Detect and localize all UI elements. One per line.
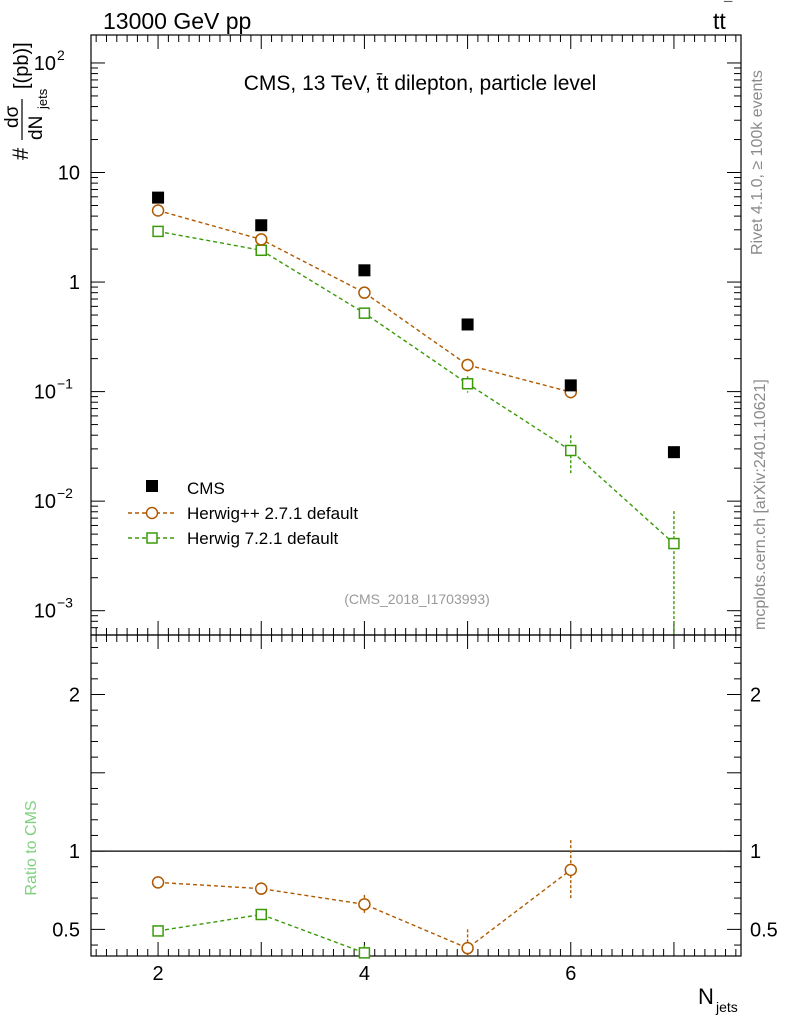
legend-marker-herwigpp [145, 506, 159, 520]
data-point [358, 264, 371, 277]
data-point [254, 233, 268, 246]
header-right-bar: ¯ [723, 0, 733, 16]
ratio-series-layer [151, 840, 578, 959]
x-axis-label-sub: jets [715, 999, 738, 1015]
ratio-data-point [255, 908, 267, 921]
side-label-rivet: Rivet 4.1.0, ≥ 100k events [749, 70, 766, 255]
ylabel-denominator-sub: jets [35, 88, 50, 110]
data-point [461, 318, 474, 331]
ratio-data-point [152, 925, 164, 937]
data-point [461, 358, 474, 372]
data-point [255, 244, 267, 257]
ylabel-hash: # [8, 147, 33, 160]
ratio-y-tick-label-right: 1 [750, 841, 761, 863]
ratio-y-tick-label-left: 0.5 [52, 919, 80, 941]
main-y-tick-label: 10 [58, 163, 80, 185]
analysis-annotation: (CMS_2018_I1703993) [344, 591, 490, 607]
data-point [565, 444, 577, 457]
ratio-data-point [254, 882, 268, 895]
ratio-y-tick-label-left: 2 [69, 685, 80, 707]
data-point [564, 379, 577, 392]
ratio-data-point [564, 863, 578, 877]
header-left: 13000 GeV pp [103, 8, 251, 34]
legend-label-cms: CMS [187, 479, 225, 498]
ylabel-units: [(pb)] [11, 42, 33, 89]
data-point [461, 377, 474, 390]
ylabel-numerator: dσ [2, 105, 23, 128]
x-axis-label: N [698, 984, 714, 1009]
main-y-tick-label-exponent: 2 [57, 47, 65, 63]
legend-marker-herwig7 [146, 532, 158, 544]
main-y-tick-label-base: 10 [34, 491, 56, 513]
legend-label-herwig7: Herwig 7.2.1 default [187, 529, 338, 548]
legend-label-herwigpp: Herwig++ 2.7.1 default [187, 504, 358, 523]
x-tick-label: 4 [359, 963, 370, 985]
legend-marker-cms [146, 480, 158, 492]
series-line [157, 209, 571, 393]
main-y-tick-label: 1 [69, 272, 80, 294]
ratio-data-point [358, 947, 371, 959]
ratio-data-point [358, 898, 371, 911]
ratio-data-point [461, 941, 474, 955]
data-point [667, 446, 680, 459]
ylabel-denominator: dN [26, 116, 47, 140]
series-herwig-2-7-1-default [151, 204, 578, 400]
main-y-tick-label-exponent: −3 [57, 595, 73, 611]
ratio-tick-labels: 2 2 1 1 0.5 0.5 2 4 6 [52, 685, 778, 985]
side-label-mcplots: mcplots.cern.ch [arXiv:2401.10621] [752, 379, 769, 630]
ratio-ticks [91, 635, 741, 956]
data-point [358, 286, 371, 299]
x-tick-label: 6 [565, 963, 576, 985]
data-point [151, 204, 165, 217]
ratio-series-herwig-2-7-1-default [151, 840, 578, 956]
series-herwig-7-2-1-default [152, 225, 680, 635]
main-ticks [91, 35, 741, 636]
data-point [668, 537, 680, 550]
ratio-series-line [157, 913, 365, 954]
series-cms [152, 191, 680, 459]
ratio-y-axis-label: Ratio to CMS [23, 800, 40, 895]
main-y-tick-label-exponent: −2 [57, 485, 73, 501]
data-point [255, 219, 268, 232]
ratio-series-herwig-7-2-1-default [152, 908, 371, 959]
header-right: tt [713, 8, 726, 34]
x-tick-label: 2 [153, 963, 164, 985]
ratio-panel-frame [90, 634, 742, 957]
main-y-tick-label-base: 10 [34, 382, 56, 404]
main-y-axis-label: # dσ dN jets [(pb)] [2, 42, 50, 160]
data-point [152, 191, 165, 204]
ratio-y-tick-label-right: 2 [750, 685, 761, 707]
main-series-layer [151, 191, 680, 635]
data-point [152, 225, 164, 238]
ratio-data-point [151, 876, 165, 889]
legend: CMS Herwig++ 2.7.1 default Herwig 7.2.1 … [128, 479, 358, 548]
ratio-y-tick-label-right: 0.5 [750, 919, 778, 941]
main-y-tick-label-exponent: −1 [57, 376, 73, 392]
series-line [157, 230, 675, 545]
ratio-y-tick-label-left: 1 [69, 841, 80, 863]
data-point [358, 307, 371, 319]
main-y-tick-label-base: 10 [34, 53, 56, 75]
main-y-tick-label-base: 10 [34, 601, 56, 623]
chart-title: CMS, 13 TeV, t̄t dilepton, particle leve… [244, 72, 597, 95]
